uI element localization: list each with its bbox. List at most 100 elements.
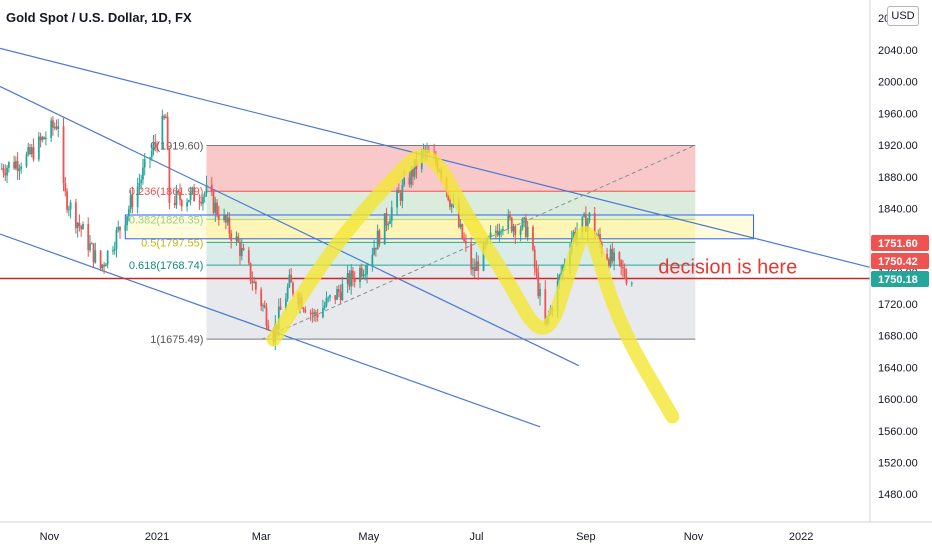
candle-body <box>410 168 413 185</box>
candle-body <box>103 264 106 267</box>
candle-body <box>80 225 83 230</box>
candle-body <box>584 213 587 232</box>
candle-body <box>263 305 266 308</box>
fib-level-label: 0.5(1797.55) <box>141 237 203 249</box>
candle-body <box>360 267 363 277</box>
candle-body <box>226 217 229 223</box>
candle-body <box>313 312 316 315</box>
candle-body <box>55 126 58 129</box>
candle-body <box>366 265 368 275</box>
candle-body <box>397 190 400 193</box>
y-tick-label: 1640.00 <box>878 362 918 374</box>
candle-body <box>279 306 282 310</box>
candle-body <box>502 228 504 231</box>
x-tick-label: Nov <box>40 531 60 543</box>
candle-body <box>62 126 65 184</box>
y-tick-label: 1960.00 <box>878 108 918 120</box>
chart-title: Gold Spot / U.S. Dollar, 1D, FX <box>6 10 192 25</box>
price-label-text: 1751.60 <box>878 238 918 250</box>
price-labels: 1751.60 1750.42 1750.18 <box>871 235 929 287</box>
candle-body <box>92 243 95 263</box>
candle-body <box>477 261 480 271</box>
candle-body <box>30 147 33 155</box>
candle-body <box>329 295 331 298</box>
candle-body <box>544 289 547 324</box>
yellow-drawing <box>266 149 680 424</box>
candle-body <box>203 193 206 197</box>
candle-body <box>494 230 497 233</box>
candle-body <box>498 231 501 236</box>
candle-body <box>371 254 374 266</box>
candle-body <box>69 202 72 210</box>
candle-body <box>82 224 84 230</box>
candle-body <box>403 177 406 185</box>
candle-body <box>25 154 28 167</box>
candle-body <box>334 295 337 300</box>
candle-body <box>489 232 492 237</box>
candle-body <box>475 261 478 272</box>
candle-body <box>138 182 141 187</box>
price-label-box <box>871 235 929 251</box>
candle-body <box>173 202 176 206</box>
candles <box>0 109 633 351</box>
candle-body <box>607 259 610 267</box>
candle-body <box>152 142 155 151</box>
candle-body <box>277 306 280 330</box>
fib-level-label: 1(1675.49) <box>150 334 203 346</box>
candle-body <box>473 266 476 272</box>
candle-body <box>249 262 252 281</box>
candle-body <box>396 190 398 208</box>
candle-body <box>336 289 338 300</box>
currency-button[interactable]: USD <box>887 6 919 26</box>
candle-body <box>237 236 240 243</box>
candle-body <box>464 241 467 244</box>
candle-body <box>606 253 608 260</box>
candle-body <box>119 226 121 231</box>
y-tick-label: 1720.00 <box>878 299 918 311</box>
candle-body <box>106 250 109 265</box>
candle-body <box>267 325 270 331</box>
y-tick-label: 1840.00 <box>878 204 918 216</box>
candle-body <box>64 183 67 192</box>
candle-body <box>16 161 19 171</box>
candle-body <box>177 190 180 193</box>
candle-body <box>131 195 134 208</box>
x-tick-label: 2021 <box>145 531 169 543</box>
candle-body <box>449 199 451 208</box>
candle-body <box>323 305 326 309</box>
candle-body <box>514 226 517 236</box>
candle-body <box>90 243 93 245</box>
candle-body <box>611 248 614 261</box>
candle-body <box>143 159 146 168</box>
candle-body <box>254 281 257 290</box>
drawing-lines <box>0 47 871 428</box>
candle-body <box>2 168 5 173</box>
candle-body <box>482 242 485 271</box>
candle-body <box>164 116 167 119</box>
candle-body <box>74 202 77 229</box>
candle-body <box>314 312 317 315</box>
candle-body <box>507 214 510 229</box>
candle-body <box>459 224 462 227</box>
candle-body <box>29 147 31 155</box>
candle-body <box>350 270 353 287</box>
candle-body <box>348 273 351 287</box>
candle-body <box>412 168 414 177</box>
candle-body <box>364 274 367 276</box>
candle-body <box>179 192 181 201</box>
candle-body <box>558 275 561 281</box>
candle-body <box>216 202 218 215</box>
candle-body <box>205 184 208 194</box>
candle-body <box>378 230 381 245</box>
candle-body <box>235 236 238 241</box>
candle-body <box>7 162 10 168</box>
candle-body <box>13 162 16 169</box>
candle-body <box>161 115 164 149</box>
candle-body <box>496 230 499 236</box>
candle-body <box>251 280 254 284</box>
candle-body <box>214 202 217 213</box>
candle-body <box>401 184 404 201</box>
candle-body <box>353 278 356 283</box>
candle-body <box>535 267 538 273</box>
